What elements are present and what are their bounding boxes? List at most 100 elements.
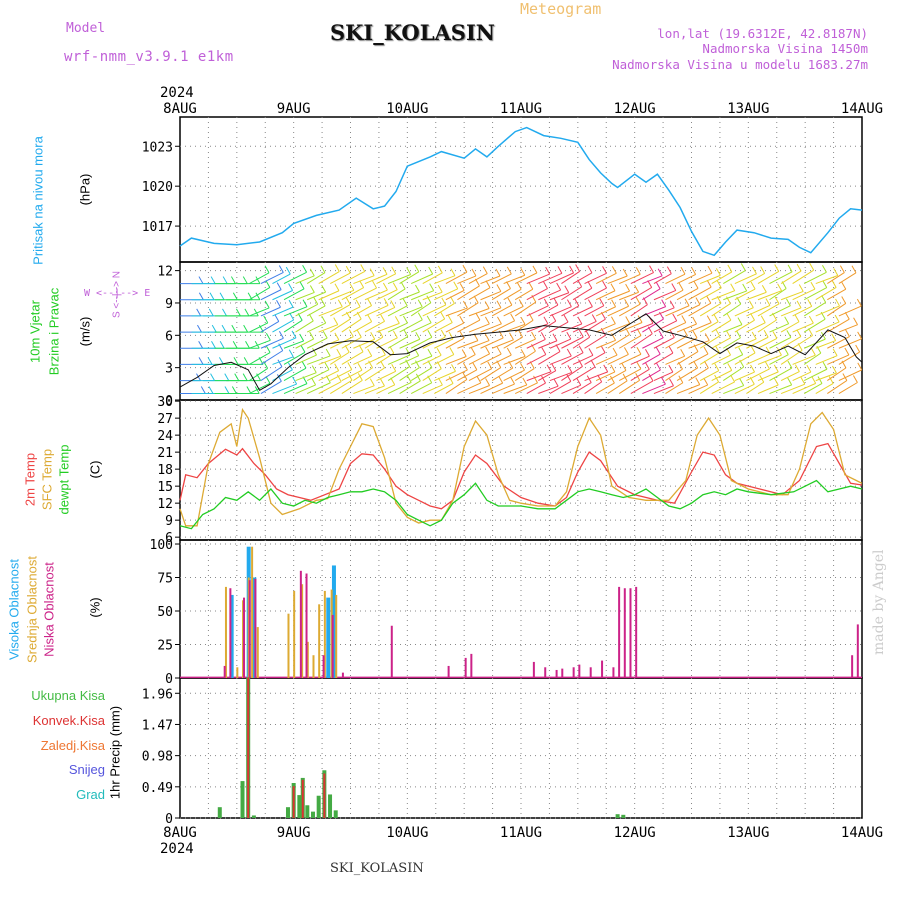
wind-barb-flag	[545, 266, 551, 275]
wind-barb	[723, 270, 746, 284]
wind-barb-flag	[841, 281, 847, 290]
wind-barb	[330, 336, 354, 349]
wind-barb	[792, 382, 816, 394]
mid-cloud-bar	[323, 590, 326, 678]
wind-barb	[318, 370, 339, 382]
wind-barb-flag	[857, 362, 863, 371]
wind-barb	[699, 381, 719, 394]
wind-barb-flag	[299, 281, 305, 290]
wind-barb-flag	[198, 276, 204, 284]
wind-barb-flag	[210, 373, 215, 381]
wind-barb-flag	[806, 364, 812, 373]
station-footer: SKI_KOLASIN	[330, 861, 424, 876]
wind-barb-flag	[716, 280, 722, 289]
legend-freezing-rain: Zaledj.Kisa	[40, 738, 105, 753]
wind-barb-flag	[715, 268, 721, 276]
wind-barb-flag	[222, 276, 228, 284]
wind-barb-flag	[320, 265, 326, 273]
wind-barb	[399, 291, 420, 301]
wind-barb-flag	[610, 316, 616, 324]
wind-barb	[642, 369, 661, 382]
wind-barb-flag	[727, 264, 733, 273]
wind-barb	[468, 323, 490, 333]
wind-barb-flag	[831, 333, 837, 341]
wind-barb	[457, 302, 479, 317]
wind-barb	[572, 287, 593, 301]
wind-barb	[734, 288, 756, 301]
wind-barb-flag	[288, 349, 294, 358]
wind-barb	[468, 340, 490, 349]
wind-barb	[792, 354, 816, 365]
wind-barb	[376, 273, 396, 285]
wind-barb-flag	[533, 375, 538, 384]
wind-barb	[387, 274, 411, 285]
wind-barb	[295, 275, 315, 285]
wind-barb	[549, 380, 572, 394]
low-cloud-bar	[254, 578, 257, 678]
wind-barb	[503, 384, 528, 395]
wind-barb-flag	[752, 266, 757, 275]
wind-barb-flag	[787, 264, 793, 273]
wind-barb	[318, 324, 338, 333]
wind-barb	[272, 306, 294, 317]
wind-barb	[341, 287, 364, 301]
wind-barb-flag	[436, 348, 442, 356]
wind-barb-flag	[302, 299, 308, 307]
wind-barb	[410, 336, 433, 349]
wind-barb-flag	[265, 280, 271, 288]
mid-cloud-bar	[301, 584, 304, 678]
wind-barb	[457, 354, 476, 365]
wind-barb-flag	[462, 264, 468, 273]
wind-barb	[711, 337, 731, 349]
y-tick-label: 0	[165, 812, 173, 827]
wind-barb	[572, 382, 592, 394]
wind-barb-flag	[761, 285, 767, 293]
wind-barb-flag	[255, 276, 261, 284]
wind-barb	[561, 352, 584, 365]
wind-barb	[376, 306, 396, 317]
wind-barb	[688, 302, 712, 317]
wind-barb	[827, 380, 848, 394]
wind-barb	[595, 272, 617, 285]
wind-barb	[514, 288, 534, 301]
high-cloud-bar	[331, 565, 336, 678]
convective-rain-bar	[301, 779, 304, 818]
wind-barb-flag	[831, 280, 837, 288]
wind-barb-flag	[324, 362, 330, 370]
wind-barb-flag	[833, 268, 839, 276]
wind-barb-flag	[808, 328, 813, 336]
wind-barb	[746, 273, 765, 285]
wind-barb	[642, 318, 664, 333]
wind-barb-flag	[669, 330, 675, 338]
wind-barb	[480, 275, 501, 285]
y-tick-label: 25	[157, 639, 173, 654]
wind-barb-flag	[611, 299, 617, 307]
wind-barb-flag	[292, 376, 298, 385]
wind-barb-flag	[498, 375, 504, 384]
wind-barb-flag	[644, 362, 650, 370]
wind-barb	[815, 383, 834, 394]
elevation-label: Nadmorska Visina 1450m	[702, 41, 868, 56]
wind-barb	[457, 275, 477, 285]
chart-title: SKI_KOLASIN	[330, 20, 495, 45]
wind-barb-flag	[231, 324, 237, 333]
wind-barb-flag	[321, 284, 327, 293]
wind-barb	[619, 368, 642, 382]
wind-barb	[445, 307, 468, 317]
wind-barb	[387, 354, 411, 365]
wind-barb-flag	[625, 283, 631, 292]
wind-barb	[642, 353, 661, 365]
wind-barb	[769, 271, 793, 285]
wind-barb-flag	[765, 298, 771, 306]
x-tick-top: 12AUG	[614, 101, 656, 117]
total-rain-bar	[297, 795, 302, 818]
wind-barb	[480, 367, 502, 382]
dewpt-line	[179, 479, 863, 530]
wind-barb-flag	[750, 345, 756, 354]
wind-barb	[399, 271, 420, 284]
wind-barb-flag	[459, 331, 465, 339]
wind-barb-flag	[485, 378, 491, 386]
wind-barb-flag	[602, 280, 607, 289]
wind-barb-flag	[497, 316, 502, 325]
wind-barb-flag	[822, 280, 828, 288]
